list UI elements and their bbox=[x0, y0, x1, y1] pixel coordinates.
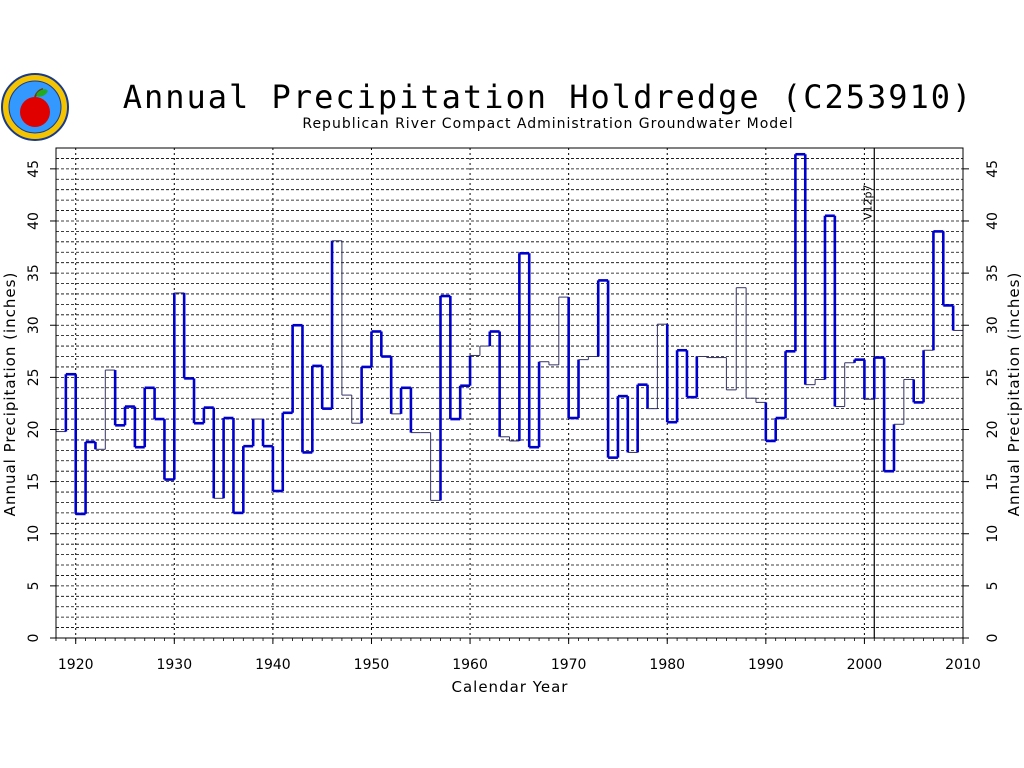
y-tick-label-left: 0 bbox=[26, 634, 42, 643]
apple-seal-logo-icon bbox=[1, 73, 69, 141]
y-tick-label-left: 15 bbox=[26, 473, 42, 491]
x-tick-label: 2000 bbox=[847, 657, 883, 673]
grid-lines bbox=[56, 148, 963, 638]
plot-border bbox=[55, 147, 964, 639]
plot-frame bbox=[50, 147, 969, 644]
y-tick-label-right: 10 bbox=[985, 525, 1001, 543]
x-tick-label: 1970 bbox=[551, 657, 587, 673]
x-tick-label: 1960 bbox=[452, 657, 488, 673]
y-tick-label-right: 0 bbox=[985, 634, 1001, 643]
y-tick-label-left: 20 bbox=[26, 421, 42, 439]
y-tick-label-right: 30 bbox=[985, 316, 1001, 334]
y-tick-label-left: 5 bbox=[26, 581, 42, 590]
tick-labels: 0 0 5 5 10 10 15 15 20 20 25 25 30 30 35 35 40 40 45 45 1920… bbox=[26, 160, 1001, 673]
x-tick-label: 1930 bbox=[156, 657, 192, 673]
x-tick-label: 1920 bbox=[58, 657, 94, 673]
y-tick-label-left: 10 bbox=[26, 525, 42, 543]
x-tick-label: 1980 bbox=[649, 657, 685, 673]
x-tick-label: 2010 bbox=[945, 657, 981, 673]
y-tick-label-right: 35 bbox=[985, 264, 1001, 282]
chart-subtitle: Republican River Compact Administration … bbox=[302, 116, 793, 132]
y-axis-title-right: Annual Precipitation (inches) bbox=[1005, 272, 1023, 517]
series-line bbox=[56, 152, 963, 516]
y-tick-label-left: 30 bbox=[26, 316, 42, 334]
y-tick-label-left: 25 bbox=[26, 368, 42, 386]
y-tick-label-right: 40 bbox=[985, 212, 1001, 230]
y-axis-title-left: Annual Precipitation (inches) bbox=[1, 272, 19, 517]
x-tick-label: 1940 bbox=[255, 657, 291, 673]
y-tick-label-left: 40 bbox=[26, 212, 42, 230]
chart-title: Annual Precipitation Holdredge (C253910) bbox=[123, 78, 974, 116]
x-axis-title: Calendar Year bbox=[452, 678, 569, 696]
y-tick-label-left: 45 bbox=[26, 160, 42, 178]
x-tick-label: 1950 bbox=[354, 657, 390, 673]
marker-label: V12p7 bbox=[861, 184, 874, 220]
y-tick-label-right: 25 bbox=[985, 368, 1001, 386]
y-tick-label-right: 45 bbox=[985, 160, 1001, 178]
y-tick-label-right: 20 bbox=[985, 421, 1001, 439]
y-tick-label-right: 5 bbox=[985, 581, 1001, 590]
y-tick-label-left: 35 bbox=[26, 264, 42, 282]
y-tick-label-right: 15 bbox=[985, 473, 1001, 491]
x-tick-label: 1990 bbox=[748, 657, 784, 673]
